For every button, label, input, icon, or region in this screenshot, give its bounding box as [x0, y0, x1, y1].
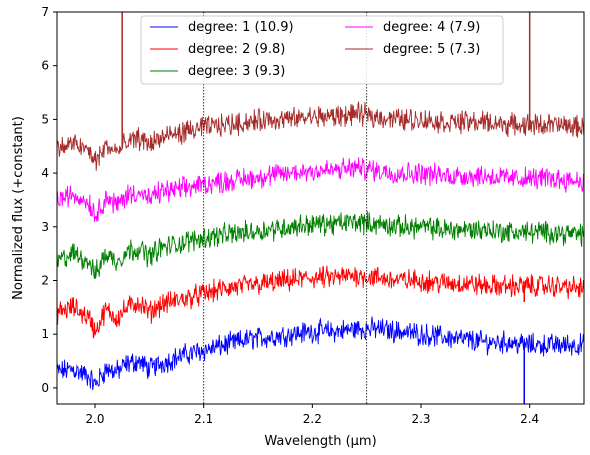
legend-label: degree: 3 (9.3)	[188, 64, 285, 79]
y-tick-label: 5	[41, 112, 49, 126]
y-axis-label: Normalized flux (+constant)	[11, 116, 26, 300]
legend-box	[140, 15, 504, 85]
y-axis-ticks: 0 1 2 3 4 5 6 7	[41, 5, 57, 395]
legend: degree: 1 (10.9) degree: 2 (9.8) degree: 3…	[140, 15, 504, 85]
x-tick-label: 2.3	[411, 412, 430, 426]
series-line-4	[57, 157, 584, 223]
x-axis-label: Wavelength (μm)	[264, 434, 376, 449]
reference-lines	[203, 12, 368, 404]
y-tick-label: 6	[41, 59, 49, 73]
y-tick-label: 1	[41, 327, 49, 341]
x-tick-label: 2.1	[194, 412, 213, 426]
y-tick-label: 2	[41, 273, 49, 287]
legend-label: degree: 5 (7.3)	[383, 42, 480, 57]
x-tick-label: 2.2	[303, 412, 322, 426]
legend-label: degree: 1 (10.9)	[188, 20, 294, 35]
series-line-1	[57, 316, 584, 390]
x-tick-label: 2.0	[85, 412, 104, 426]
axes-frame	[56, 11, 585, 405]
series-line-2	[57, 265, 584, 339]
legend-label: degree: 2 (9.8)	[188, 42, 285, 57]
series-line-3	[57, 210, 584, 279]
series-line-5	[57, 101, 584, 171]
y-tick-label: 4	[41, 166, 49, 180]
y-tick-label: 3	[41, 220, 49, 234]
y-tick-label: 7	[41, 5, 49, 19]
x-tick-label: 2.4	[520, 412, 539, 426]
x-axis-ticks: 2.0 2.1 2.2 2.3 2.4	[85, 404, 539, 426]
plot-area	[57, 12, 584, 404]
y-tick-label: 0	[41, 381, 49, 395]
legend-label: degree: 4 (7.9)	[383, 20, 480, 35]
